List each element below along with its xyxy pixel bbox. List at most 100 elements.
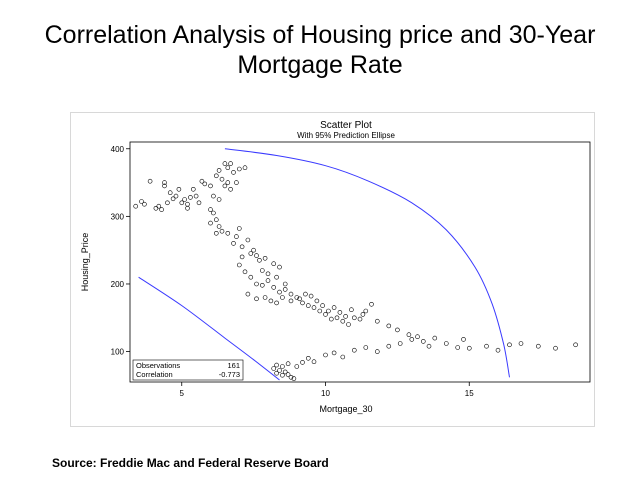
data-point (142, 201, 147, 207)
data-point (239, 254, 245, 260)
data-point (280, 295, 285, 300)
data-point (271, 285, 276, 290)
data-point (262, 256, 268, 261)
ellipse-outer-arc (224, 148, 510, 378)
stats-box-frame (132, 359, 244, 381)
data-point (466, 345, 472, 351)
data-point (331, 305, 337, 310)
data-point (153, 206, 159, 211)
data-point (219, 176, 225, 182)
data-point (214, 231, 219, 236)
y-tick-label: 100 (111, 348, 125, 357)
data-point (277, 368, 282, 373)
data-point (274, 362, 279, 368)
data-point (507, 342, 512, 348)
data-point (170, 196, 176, 202)
data-point (216, 168, 222, 173)
data-point (225, 165, 231, 171)
data-point (242, 269, 248, 275)
data-point (300, 300, 305, 306)
data-point (300, 360, 305, 365)
data-point (288, 291, 294, 297)
data-point (208, 220, 213, 226)
data-point (306, 356, 311, 361)
data-point (432, 335, 438, 341)
data-point (165, 200, 170, 206)
data-point (265, 271, 271, 277)
data-point (225, 231, 231, 236)
data-point (285, 372, 291, 377)
data-point (271, 261, 276, 266)
data-point (349, 307, 354, 312)
source-note: Source: Freddie Mac and Federal Reserve … (52, 456, 329, 470)
data-point (265, 278, 271, 283)
data-point (196, 200, 202, 206)
data-point (337, 310, 343, 315)
data-point (426, 343, 432, 349)
data-point (282, 281, 288, 287)
data-point (167, 190, 173, 195)
data-point (340, 354, 346, 360)
data-point (231, 241, 236, 246)
data-point (573, 342, 578, 348)
data-point (363, 308, 369, 314)
data-point (285, 361, 291, 366)
data-point (306, 303, 311, 308)
data-point (553, 345, 558, 351)
data-point (191, 187, 196, 192)
data-point (461, 337, 466, 342)
stats-correlation-label: Correlation (136, 370, 173, 379)
slide-title-line-1: Correlation Analysis of Housing price an… (44, 21, 596, 49)
stats-observations-label: Observations (136, 361, 180, 370)
data-point (257, 258, 262, 263)
data-point (262, 295, 268, 300)
data-point (415, 334, 420, 339)
data-point (237, 226, 242, 231)
y-tick-label: 200 (111, 280, 125, 289)
x-tick-label: 15 (465, 389, 474, 398)
data-point (346, 322, 351, 327)
data-point (222, 161, 228, 166)
data-point (274, 300, 279, 306)
data-point (484, 343, 489, 349)
data-point (211, 193, 216, 199)
data-points (133, 161, 578, 381)
data-point (139, 199, 144, 204)
data-point (199, 178, 205, 184)
data-point (282, 287, 288, 292)
data-point (360, 312, 366, 317)
data-point (443, 341, 449, 346)
data-point (323, 312, 328, 317)
data-point (314, 298, 320, 304)
data-point (193, 193, 199, 199)
data-point (274, 370, 279, 376)
data-point (248, 251, 254, 256)
stats-observations-value: 161 (227, 361, 240, 370)
data-point (245, 291, 251, 297)
data-point (311, 305, 317, 310)
stats-box: Observations 161 Correlation -0.773 (132, 359, 244, 381)
data-point (208, 183, 213, 189)
data-point (133, 203, 138, 209)
data-point (254, 296, 259, 302)
data-point (294, 364, 300, 369)
data-point (214, 217, 219, 222)
data-point (303, 291, 308, 297)
data-point (386, 343, 392, 349)
data-point (211, 210, 216, 216)
data-point (268, 298, 274, 304)
data-point (228, 187, 233, 192)
x-tick-label: 10 (321, 389, 330, 398)
data-point (369, 302, 374, 307)
data-point (535, 343, 541, 349)
data-point (260, 283, 265, 288)
data-point (231, 170, 236, 175)
data-point (282, 369, 288, 375)
data-point (351, 315, 357, 321)
data-point (234, 180, 239, 185)
data-point (277, 264, 282, 270)
data-point (280, 364, 285, 369)
data-point (323, 352, 328, 358)
data-point (357, 316, 363, 322)
data-point (406, 332, 412, 337)
